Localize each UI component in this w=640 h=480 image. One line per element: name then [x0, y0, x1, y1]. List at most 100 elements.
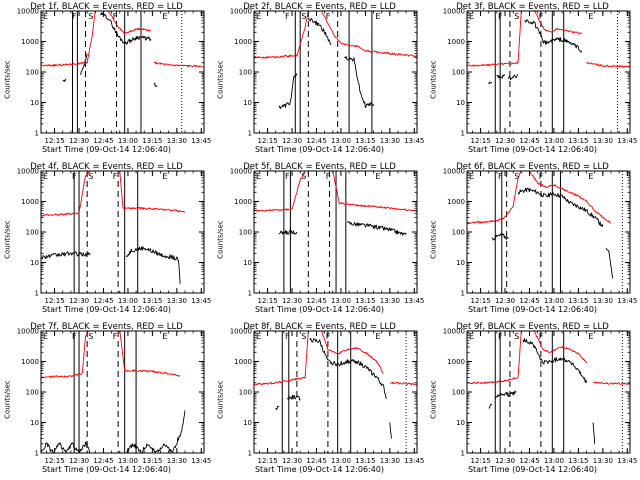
y-tick-label: 10: [30, 99, 39, 107]
x-tick-label: 13:45: [617, 137, 637, 145]
x-axis-label: Start Time (09-Oct-14 12:06:40): [41, 465, 172, 474]
panel-plot: E F S F E 1 10 100 1000 10000 12:15 12:30 12:45 13:00…: [230, 168, 425, 306]
flag-label: E: [469, 172, 474, 181]
panel-plot: E F S F E 1 10 100 1000 10000 12:15 12:30 12:45 13:00…: [17, 8, 212, 146]
events-series-line: [507, 74, 519, 81]
flag-label: F: [72, 332, 77, 341]
flag-label: S: [88, 12, 93, 21]
events-series-line: [389, 422, 392, 439]
detector-panel: E F S F E 1 10 100 1000 10000 12:15 12:30 12:45 13:00…: [213, 160, 426, 320]
events-series-line: [592, 422, 596, 444]
x-tick-label: 13:30: [380, 457, 400, 465]
y-tick-label: 10: [30, 259, 39, 267]
x-tick-label: 12:30: [495, 297, 515, 305]
x-tick-label: 13:30: [593, 457, 613, 465]
flag-label: E: [256, 12, 261, 21]
y-tick-label: 1: [461, 130, 465, 138]
x-tick-label: 12:15: [257, 137, 277, 145]
lld-series-line: [332, 170, 418, 212]
events-series-line: [488, 403, 493, 409]
flag-label: E: [43, 332, 48, 341]
y-tick-label: 100: [26, 229, 39, 237]
x-tick-label: 13:15: [355, 297, 375, 305]
y-tick-label: 1: [248, 290, 252, 298]
flag-label: S: [301, 172, 306, 181]
flag-label: F: [113, 12, 118, 21]
axes-frame: [466, 170, 631, 294]
x-tick-label: 13:00: [331, 137, 351, 145]
detector-panel: E F S F E 1 10 100 1000 10000 12:15 12:30 12:45 13:00…: [426, 160, 639, 320]
events-series-line: [278, 229, 298, 235]
x-tick-label: 13:00: [118, 137, 138, 145]
lld-series-line: [119, 330, 181, 377]
y-tick-label: 10: [456, 259, 465, 267]
y-tick-label: 1: [35, 130, 39, 138]
events-series-line: [80, 53, 88, 76]
y-tick-label: 1: [461, 450, 465, 458]
panel-title: Det 9f, BLACK = Events, RED = LLD: [456, 322, 609, 332]
panel-title: Det 2f, BLACK = Events, RED = LLD: [243, 2, 396, 12]
lld-series-line: [253, 10, 309, 59]
detector-panel: E F S F E 1 10 100 1000 10000 12:15 12:30 12:45 13:00…: [426, 0, 639, 160]
flag-label: F: [539, 12, 544, 21]
y-tick-label: 10000: [443, 8, 465, 16]
x-tick-label: 13:15: [568, 297, 588, 305]
panel-title: Det 3f, BLACK = Events, RED = LLD: [456, 2, 609, 12]
y-axis-label: Counts/sec: [3, 60, 12, 99]
x-tick-label: 12:45: [93, 297, 113, 305]
flag-label: F: [539, 332, 544, 341]
flag-label: F: [498, 172, 503, 181]
y-tick-label: 10: [243, 259, 252, 267]
x-tick-label: 13:45: [191, 137, 211, 145]
y-tick-label: 10000: [230, 168, 252, 176]
detector-panel: E F S F E 1 10 100 1000 10000 12:15 12:30 12:45 13:00…: [213, 0, 426, 160]
y-tick-label: 1: [461, 290, 465, 298]
flag-label: F: [326, 332, 331, 341]
panel-title: Det 6f, BLACK = Events, RED = LLD: [456, 162, 609, 172]
events-series-line: [99, 12, 152, 45]
x-tick-label: 13:15: [568, 457, 588, 465]
flag-label: E: [588, 172, 593, 181]
y-axis-label: Counts/sec: [216, 60, 225, 99]
x-tick-label: 12:45: [306, 137, 326, 145]
x-tick-label: 12:30: [69, 457, 89, 465]
lld-series-line: [529, 170, 612, 224]
lld-series-line: [389, 381, 418, 386]
flag-label: S: [301, 12, 306, 21]
events-series-line: [153, 82, 158, 87]
x-axis-label: Start Time (09-Oct-14 12:06:40): [467, 305, 598, 314]
flag-label: E: [375, 172, 380, 181]
x-axis-label: Start Time (09-Oct-14 12:06:40): [254, 465, 385, 474]
flag-label: F: [539, 172, 544, 181]
y-tick-label: 1000: [447, 358, 465, 366]
x-tick-label: 13:00: [331, 297, 351, 305]
x-tick-label: 13:15: [568, 137, 588, 145]
x-tick-label: 12:15: [470, 137, 490, 145]
x-tick-label: 13:00: [544, 137, 564, 145]
lld-series-line: [321, 10, 418, 58]
x-tick-label: 13:45: [617, 297, 637, 305]
y-tick-label: 10000: [230, 328, 252, 336]
x-tick-label: 13:15: [355, 137, 375, 145]
x-tick-label: 12:45: [519, 137, 539, 145]
detector-panel: E F S F E 1 10 100 1000 10000 12:15 12:30 12:45 13:00…: [0, 160, 213, 320]
y-tick-label: 10: [456, 99, 465, 107]
flag-label: F: [285, 332, 290, 341]
lld-series-line: [253, 330, 309, 386]
lld-series-line: [40, 10, 96, 67]
x-axis-label: Start Time (09-Oct-14 12:06:40): [467, 465, 598, 474]
axes-frame: [40, 10, 205, 134]
detector-panel: E F S F E 1 10 100 1000 10000 12:15 12:30 12:45 13:00…: [213, 320, 426, 480]
x-tick-label: 12:45: [519, 297, 539, 305]
flag-label: E: [43, 12, 48, 21]
events-series-line: [309, 337, 387, 400]
y-axis-label: Counts/sec: [429, 220, 438, 259]
y-tick-label: 1000: [234, 198, 252, 206]
panel-plot: E F S F E 1 10 100 1000 10000 12:15 12:30 12:45 13:00…: [230, 328, 425, 466]
flag-label: E: [375, 12, 380, 21]
x-tick-label: 13:45: [191, 297, 211, 305]
events-series-line: [517, 187, 604, 227]
flag-label: F: [498, 332, 503, 341]
y-tick-label: 10: [243, 99, 252, 107]
x-tick-label: 13:15: [142, 137, 162, 145]
